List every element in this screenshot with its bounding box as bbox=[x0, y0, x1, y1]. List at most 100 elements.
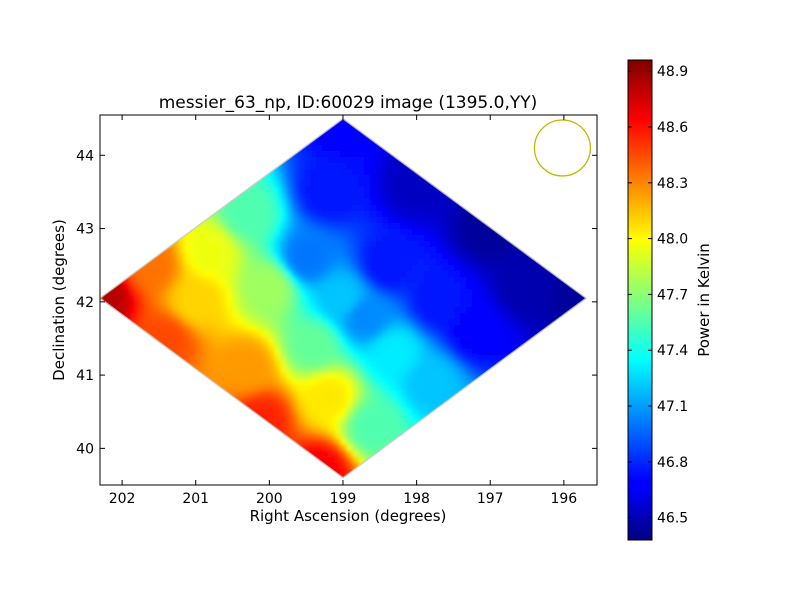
heatmap-cell bbox=[250, 385, 257, 392]
heatmap-cell bbox=[442, 265, 449, 272]
heatmap-cell bbox=[286, 349, 293, 356]
heatmap-cell bbox=[538, 277, 545, 284]
heatmap-cell bbox=[280, 313, 287, 320]
heatmap-cell bbox=[346, 175, 353, 182]
heatmap-cell bbox=[334, 283, 341, 290]
heatmap-cell bbox=[376, 361, 383, 368]
heatmap-cell bbox=[370, 313, 377, 320]
heatmap-cell bbox=[172, 241, 179, 248]
heatmap-cell bbox=[412, 301, 419, 308]
heatmap-cell bbox=[448, 379, 455, 386]
heatmap-cell bbox=[430, 319, 437, 326]
heatmap-cell bbox=[292, 229, 299, 236]
heatmap-cell bbox=[556, 295, 563, 302]
heatmap-cell bbox=[346, 397, 353, 404]
heatmap-cell bbox=[322, 211, 329, 218]
heatmap-cell bbox=[346, 157, 353, 164]
heatmap-cell bbox=[298, 211, 305, 218]
heatmap-cell bbox=[136, 319, 143, 326]
heatmap-cell bbox=[394, 253, 401, 260]
heatmap-cell bbox=[394, 241, 401, 248]
heatmap-cell bbox=[292, 427, 299, 434]
heatmap-cell bbox=[310, 313, 317, 320]
heatmap-cell bbox=[358, 403, 365, 410]
heatmap-cell bbox=[484, 247, 491, 254]
heatmap-cell bbox=[490, 289, 497, 296]
heatmap-cell bbox=[298, 373, 305, 380]
heatmap-cell bbox=[250, 187, 257, 194]
heatmap-cell bbox=[256, 313, 263, 320]
heatmap-cell bbox=[166, 337, 173, 344]
heatmap-cell bbox=[496, 295, 503, 302]
heatmap-cell bbox=[436, 337, 443, 344]
heatmap-cell bbox=[172, 265, 179, 272]
heatmap-cell bbox=[478, 331, 485, 338]
heatmap-cell bbox=[364, 367, 371, 374]
heatmap-cell bbox=[478, 319, 485, 326]
heatmap-cell bbox=[310, 259, 317, 266]
heatmap-cell bbox=[340, 295, 347, 302]
heatmap-cell bbox=[334, 133, 341, 140]
heatmap-cell bbox=[244, 373, 251, 380]
heatmap-cell bbox=[346, 193, 353, 200]
heatmap-cell bbox=[460, 361, 467, 368]
heatmap-cell bbox=[310, 397, 317, 404]
heatmap-cell bbox=[472, 247, 479, 254]
heatmap-cell bbox=[172, 283, 179, 290]
heatmap-cell bbox=[442, 313, 449, 320]
heatmap-cell bbox=[286, 259, 293, 266]
heatmap-cell bbox=[328, 229, 335, 236]
heatmap-cell bbox=[478, 241, 485, 248]
heatmap-cell bbox=[286, 289, 293, 296]
heatmap-cell bbox=[316, 271, 323, 278]
heatmap-cell bbox=[226, 373, 233, 380]
heatmap-cell bbox=[184, 301, 191, 308]
heatmap-cell bbox=[496, 325, 503, 332]
heatmap-cell bbox=[262, 343, 269, 350]
heatmap-cell bbox=[448, 199, 455, 206]
heatmap-cell bbox=[280, 199, 287, 206]
heatmap-cell bbox=[472, 343, 479, 350]
heatmap-cell bbox=[352, 151, 359, 158]
heatmap-cell bbox=[346, 229, 353, 236]
heatmap-cell bbox=[208, 259, 215, 266]
heatmap-cell bbox=[388, 367, 395, 374]
heatmap-cell bbox=[202, 361, 209, 368]
heatmap-cell bbox=[316, 217, 323, 224]
heatmap-cell bbox=[256, 211, 263, 218]
heatmap-cell bbox=[388, 277, 395, 284]
heatmap-cell bbox=[196, 241, 203, 248]
heatmap-cell bbox=[328, 277, 335, 284]
heatmap-cell bbox=[280, 295, 287, 302]
heatmap-cell bbox=[250, 343, 257, 350]
heatmap-cell bbox=[322, 373, 329, 380]
heatmap-cell bbox=[184, 325, 191, 332]
heatmap-cell bbox=[286, 229, 293, 236]
heatmap-cell bbox=[184, 355, 191, 362]
heatmap-cell bbox=[244, 247, 251, 254]
heatmap-cell bbox=[316, 289, 323, 296]
heatmap-cell bbox=[250, 373, 257, 380]
heatmap-cell bbox=[238, 373, 245, 380]
heatmap-cell bbox=[298, 409, 305, 416]
heatmap-cell bbox=[538, 289, 545, 296]
heatmap-cell bbox=[322, 445, 329, 452]
heatmap-cell bbox=[430, 367, 437, 374]
heatmap-cell bbox=[382, 313, 389, 320]
heatmap-cell bbox=[352, 205, 359, 212]
heatmap-cell bbox=[184, 259, 191, 266]
heatmap-cell bbox=[256, 283, 263, 290]
heatmap-cell bbox=[400, 241, 407, 248]
heatmap-cell bbox=[316, 181, 323, 188]
heatmap-cell bbox=[298, 349, 305, 356]
heatmap-cell bbox=[328, 457, 335, 464]
heatmap-cell bbox=[346, 457, 353, 464]
heatmap-cell bbox=[208, 343, 215, 350]
heatmap-cell bbox=[490, 265, 497, 272]
heatmap-cell bbox=[454, 325, 461, 332]
heatmap-cell bbox=[442, 325, 449, 332]
heatmap-cell bbox=[358, 271, 365, 278]
heatmap-cell bbox=[220, 217, 227, 224]
heatmap-cell bbox=[352, 373, 359, 380]
heatmap-cell bbox=[382, 355, 389, 362]
